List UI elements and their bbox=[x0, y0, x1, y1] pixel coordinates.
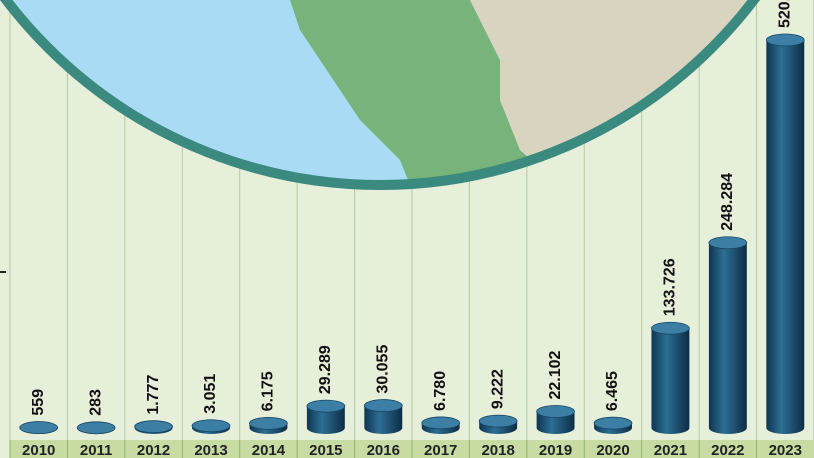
x-tick-label: 2021 bbox=[654, 442, 687, 458]
bar-body bbox=[536, 411, 575, 434]
bar-top bbox=[249, 416, 288, 430]
bar-body bbox=[651, 328, 690, 434]
x-tick-label: 2012 bbox=[137, 442, 170, 458]
value-label: 133.726 bbox=[662, 258, 679, 316]
bar bbox=[478, 414, 518, 434]
bar-body bbox=[306, 406, 345, 434]
bar bbox=[191, 419, 231, 434]
globe-border bbox=[0, 0, 760, 190]
value-label: 520.085 bbox=[777, 0, 794, 28]
bar bbox=[708, 236, 748, 434]
value-label: 6.465 bbox=[604, 371, 621, 411]
value-label: 9.222 bbox=[489, 369, 506, 409]
bar bbox=[651, 321, 690, 434]
value-label: 6.175 bbox=[260, 371, 277, 411]
bar-top bbox=[421, 416, 461, 430]
bar-top bbox=[593, 416, 633, 430]
bar bbox=[421, 416, 461, 434]
bar-top bbox=[19, 421, 59, 434]
value-label: 283 bbox=[87, 389, 104, 416]
x-tick-label: 2022 bbox=[711, 442, 744, 458]
bar bbox=[249, 416, 288, 434]
bar-body bbox=[364, 405, 403, 434]
bar-body bbox=[708, 242, 747, 434]
bar bbox=[363, 399, 403, 434]
x-tick-label: 2013 bbox=[194, 442, 227, 458]
bar-top bbox=[191, 419, 231, 433]
land bbox=[290, 0, 560, 185]
x-tick-label: 2018 bbox=[481, 442, 514, 458]
x-tick-label: 2010 bbox=[22, 442, 55, 458]
x-tick-label: 2014 bbox=[252, 442, 286, 458]
bar bbox=[593, 416, 633, 434]
bar-top bbox=[76, 421, 116, 435]
bar-top bbox=[708, 236, 748, 250]
bar-top bbox=[134, 420, 173, 434]
value-label: 1.777 bbox=[145, 375, 162, 415]
x-tick-label: 2015 bbox=[309, 442, 342, 458]
bar-top bbox=[765, 33, 805, 47]
bar-top bbox=[478, 414, 518, 428]
value-label: 29.289 bbox=[317, 345, 334, 394]
bar-top bbox=[363, 399, 403, 412]
value-label: 3.051 bbox=[202, 374, 219, 414]
x-tick-label: 2011 bbox=[80, 442, 113, 458]
value-label: 248.284 bbox=[719, 173, 736, 231]
x-tick-label: 2023 bbox=[769, 442, 802, 458]
value-label: 559 bbox=[30, 389, 47, 416]
bar-top bbox=[651, 321, 690, 335]
bar bbox=[134, 420, 173, 434]
bar-top bbox=[306, 399, 346, 413]
bar bbox=[306, 399, 346, 434]
bar bbox=[19, 421, 59, 434]
x-tick-label: 2019 bbox=[539, 442, 572, 458]
bar bbox=[76, 421, 116, 435]
x-tick-label: 2017 bbox=[424, 442, 457, 458]
bar-body bbox=[766, 40, 805, 434]
value-label: 22.102 bbox=[547, 350, 564, 399]
x-tick-label: 2016 bbox=[367, 442, 400, 458]
value-label: 6.780 bbox=[432, 371, 449, 411]
bar bbox=[536, 405, 575, 434]
bar bbox=[765, 33, 805, 434]
x-tick-label: 2020 bbox=[596, 442, 629, 458]
bar-top bbox=[536, 405, 575, 418]
value-label: 30.055 bbox=[375, 345, 392, 394]
